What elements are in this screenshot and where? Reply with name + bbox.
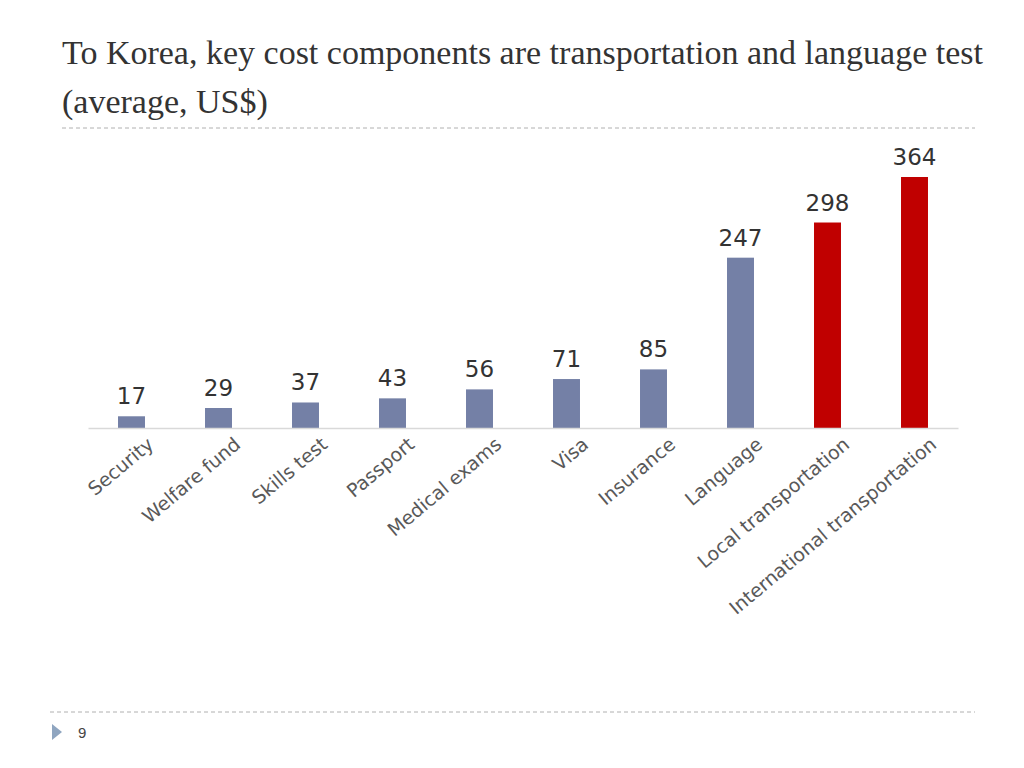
x-axis: SecurityWelfare fundSkills testPassportM… [83,429,958,619]
x-tick-label: Security [83,433,157,500]
data-label: 17 [117,383,146,409]
bar [379,398,406,428]
bar [553,379,580,428]
x-tick: International transportation [725,433,941,619]
data-label: 37 [291,369,320,395]
bar [727,258,754,428]
x-tick: Security [83,433,157,500]
bar [292,402,319,428]
data-labels: 17 29 37 43 56 71 85 247 298 364 [117,144,937,409]
x-tick-label: Passport [342,433,418,502]
data-label: 29 [204,375,233,401]
x-tick-label: Local transportation [693,433,854,573]
x-tick: Passport [342,433,418,502]
data-label: 56 [465,356,494,382]
x-tick: Medical exams [383,433,506,541]
data-label: 247 [719,225,763,251]
x-tick-label: Insurance [594,433,680,510]
footer-marker [52,724,62,740]
bars [118,177,928,428]
x-tick-label: Medical exams [383,433,506,541]
x-tick: Skills test [247,433,331,509]
title-line: To Korea, key cost components are transp… [62,34,984,71]
bar [640,369,667,428]
x-tick: Insurance [594,433,680,510]
bar [205,408,232,428]
bar [814,223,841,428]
x-tick: Welfare fund [138,433,245,528]
title: To Korea, key cost components are transp… [62,34,984,121]
x-tick-label: Visa [548,433,592,475]
title-separator [62,128,975,129]
data-label: 364 [893,144,937,170]
x-tick-label: International transportation [725,433,941,619]
data-label: 85 [639,336,668,362]
page-number: 9 [78,724,86,741]
slide: To Korea, key cost components are transp… [0,0,1024,768]
bar [901,177,928,428]
x-tick-label: Skills test [247,433,331,509]
bar [466,389,493,428]
data-label: 298 [806,190,850,216]
data-label: 43 [378,365,407,391]
x-tick: Language [680,433,766,510]
footer-separator [50,712,975,713]
bar [118,416,145,428]
x-tick-label: Language [680,433,766,510]
x-tick: Visa [548,433,592,475]
x-axis-line [89,428,959,430]
x-tick: Local transportation [693,433,854,573]
x-tick-label: Welfare fund [138,433,245,528]
title-line: (average, US$) [62,83,268,121]
data-label: 71 [552,346,581,372]
